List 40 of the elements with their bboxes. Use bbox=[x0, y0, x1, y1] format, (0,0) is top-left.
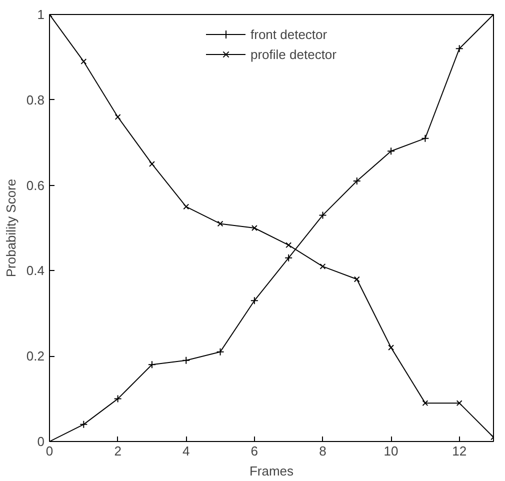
x-tick-label: 6 bbox=[250, 444, 258, 458]
point bbox=[352, 177, 361, 186]
point bbox=[216, 348, 224, 356]
x-tick-label: 4 bbox=[182, 444, 190, 458]
point bbox=[114, 114, 121, 120]
point bbox=[455, 44, 464, 53]
x-tick-label: 10 bbox=[384, 444, 398, 458]
y-tick-label: 0.4 bbox=[26, 263, 45, 278]
y-tick-label: 0.2 bbox=[26, 348, 45, 364]
point bbox=[320, 263, 326, 270]
x-axis-title: Frames bbox=[249, 464, 294, 478]
point bbox=[250, 296, 258, 305]
point bbox=[456, 400, 462, 406]
x-tick-label: 2 bbox=[114, 444, 122, 458]
y-tick-label: 1 bbox=[37, 7, 45, 22]
point bbox=[183, 204, 190, 210]
point bbox=[148, 360, 156, 369]
legend-label: front detector bbox=[250, 26, 328, 42]
y-tick-label: 0.6 bbox=[26, 178, 45, 193]
point bbox=[421, 134, 430, 142]
point bbox=[388, 344, 394, 351]
point bbox=[80, 58, 87, 64]
point bbox=[217, 220, 224, 227]
y-axis-title: Probability Score bbox=[3, 178, 18, 278]
point bbox=[148, 160, 155, 167]
point bbox=[286, 242, 292, 248]
y-tick-label: 0.8 bbox=[26, 92, 45, 108]
point bbox=[182, 356, 190, 364]
point bbox=[387, 147, 396, 156]
point bbox=[422, 400, 428, 406]
point bbox=[318, 211, 327, 220]
legend-label: profile detector bbox=[250, 46, 336, 62]
point bbox=[284, 254, 293, 262]
x-tick-label: 8 bbox=[319, 444, 326, 458]
point bbox=[80, 420, 88, 428]
x-tick-label: 12 bbox=[452, 444, 467, 458]
point bbox=[114, 394, 122, 403]
point bbox=[251, 225, 258, 231]
y-tick-label: 0 bbox=[37, 434, 45, 449]
point bbox=[354, 276, 360, 282]
